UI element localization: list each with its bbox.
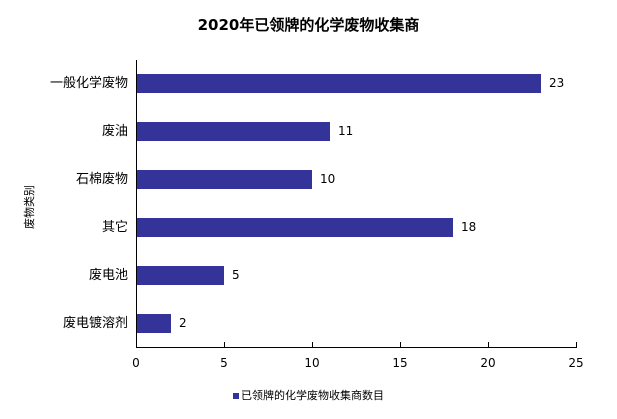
x-tick-label: 5 — [220, 356, 228, 370]
category-label: 废油 — [101, 124, 128, 139]
x-tick-label: 10 — [304, 356, 320, 370]
legend-swatch — [233, 393, 239, 399]
bar-value-label: 2 — [179, 316, 187, 330]
bar — [136, 218, 453, 237]
x-axis-line — [136, 347, 577, 348]
bar-value-label: 18 — [461, 220, 477, 234]
bar — [136, 314, 171, 333]
x-tick — [400, 342, 401, 348]
x-tick-label: 25 — [568, 356, 584, 370]
bar — [136, 122, 330, 141]
bar — [136, 266, 224, 285]
x-tick-label: 15 — [392, 356, 408, 370]
x-tick — [312, 342, 313, 348]
x-tick — [488, 342, 489, 348]
bar-value-label: 5 — [232, 268, 240, 282]
bar — [136, 74, 541, 93]
category-label: 废电池 — [88, 268, 128, 283]
legend: 已领牌的化学废物收集商数目 — [0, 387, 617, 403]
category-label: 石棉废物 — [75, 172, 128, 187]
legend-label: 已领牌的化学废物收集商数目 — [241, 389, 384, 402]
category-label: 废电镀溶剂 — [62, 316, 128, 331]
x-tick-label: 20 — [480, 356, 496, 370]
y-axis-title: 废物类别 — [23, 185, 36, 229]
bar-value-label: 10 — [320, 172, 336, 186]
y-axis-line — [136, 60, 137, 348]
x-tick — [576, 342, 577, 348]
x-tick — [224, 342, 225, 348]
category-label: 一般化学废物 — [49, 76, 128, 91]
chart-title: 2020年已领牌的化学废物收集商 — [197, 16, 420, 34]
bar-value-label: 11 — [338, 124, 354, 138]
category-label: 其它 — [101, 220, 128, 235]
bar — [136, 170, 312, 189]
x-tick-label: 0 — [132, 356, 140, 370]
bar-value-label: 23 — [549, 76, 565, 90]
x-tick — [136, 342, 137, 348]
